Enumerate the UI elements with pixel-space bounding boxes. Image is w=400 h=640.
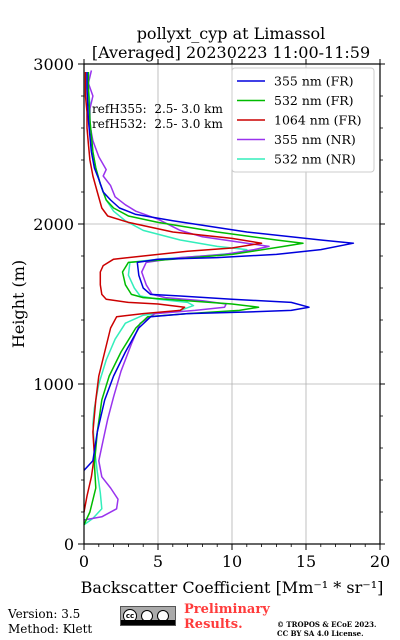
series-line — [83, 72, 304, 526]
annotation-refh355: refH355: 2.5- 3.0 km — [92, 102, 223, 116]
x-tick-label: 0 — [79, 552, 89, 571]
legend-label: 355 nm (NR) — [274, 132, 356, 147]
series-layer — [83, 70, 355, 526]
x-tick-label: 5 — [153, 552, 163, 571]
legend-label: 355 nm (FR) — [274, 74, 354, 89]
method-text: Method: Klett — [8, 622, 93, 636]
y-tick-label: 2000 — [33, 215, 74, 234]
ticks: 0 5 10 15 20 0 1000 2000 3000 — [33, 55, 390, 571]
legend-label: 532 nm (FR) — [274, 93, 354, 108]
copyright-text: © TROPOS & ECoE 2023. CC BY SA 4.0 Licen… — [277, 620, 376, 638]
badge-label-strip — [121, 620, 175, 625]
series-line — [83, 72, 355, 471]
y-tick-label: 3000 — [33, 55, 74, 74]
backscatter-chart: pollyxt_cyp at Limassol [Averaged] 20230… — [9, 24, 390, 597]
series-line — [83, 72, 263, 513]
y-tick-label: 1000 — [33, 375, 74, 394]
version-text: Version: 3.5 — [8, 607, 81, 621]
series-line — [83, 70, 270, 521]
chart-title: pollyxt_cyp at Limassol — [137, 24, 326, 43]
x-tick-label: 15 — [296, 552, 316, 571]
preliminary-results-text: Preliminary Results. — [184, 602, 270, 632]
cc-license-badge: cc — [120, 606, 176, 626]
x-axis-label: Backscatter Coefficient [Mm⁻¹ * sr⁻¹] — [81, 578, 384, 597]
legend: 355 nm (FR) 532 nm (FR) 1064 nm (FR) 355 nm… — [231, 67, 375, 173]
copyright-line-2: CC BY SA 4.0 License. — [277, 629, 364, 638]
legend-label: 532 nm (NR) — [274, 152, 356, 167]
annotation-refh532: refH532: 2.5- 3.0 km — [92, 117, 223, 131]
legend-label: 1064 nm (FR) — [274, 113, 362, 128]
y-axis-label: Height (m) — [9, 260, 28, 348]
x-tick-label: 10 — [222, 552, 242, 571]
y-tick-label: 0 — [64, 535, 74, 554]
x-tick-label: 20 — [370, 552, 390, 571]
chart-subtitle: [Averaged] 20230223 11:00-11:59 — [92, 43, 370, 62]
legend-box — [231, 67, 375, 173]
copyright-line-1: © TROPOS & ECoE 2023. — [277, 620, 377, 629]
